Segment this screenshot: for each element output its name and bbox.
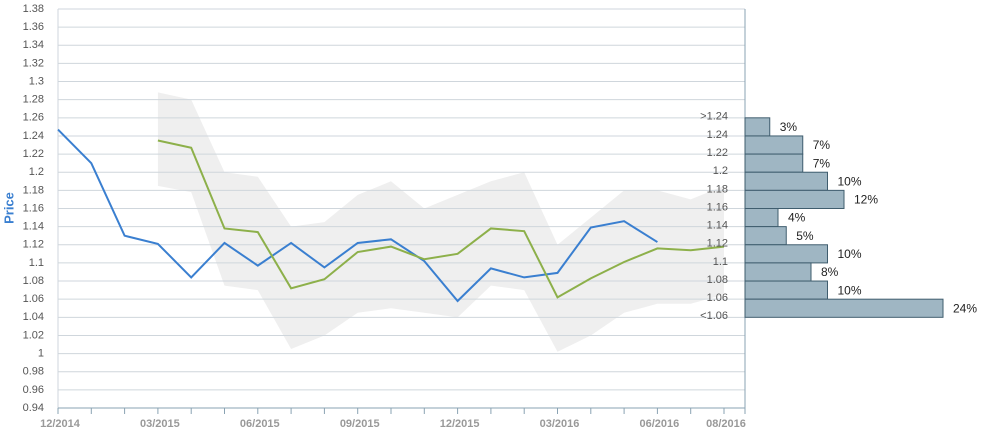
y-tick-label: 0.98: [23, 366, 44, 378]
y-tick-label: 1.22: [23, 148, 44, 160]
y-axis-title: Price: [1, 192, 16, 224]
histogram-value-label: 5%: [796, 229, 814, 243]
x-tick-label: 06/2016: [640, 418, 680, 430]
y-tick-label: 1.28: [23, 94, 44, 106]
histogram-bin-label: 1.18: [707, 183, 728, 195]
histogram-bar: [744, 208, 779, 228]
y-tick-label: 0.94: [23, 402, 44, 414]
histogram-value-label: 7%: [813, 138, 831, 152]
y-tick-label: 1.36: [23, 21, 44, 33]
histogram-value-label: 3%: [780, 120, 798, 134]
histogram-value-label: 10%: [838, 283, 862, 297]
y-tick-label: 1.14: [23, 221, 44, 233]
y-tick-label: 1.32: [23, 57, 44, 69]
x-tick-label: 12/2014: [40, 418, 81, 430]
y-tick-label: 1.12: [23, 239, 44, 251]
y-tick-label: 1.26: [23, 112, 44, 124]
histogram-bar: [744, 226, 787, 246]
histogram-value-label: 7%: [813, 156, 831, 170]
histogram-bin-label: 1.14: [707, 220, 728, 232]
histogram-bar: [744, 153, 804, 173]
histogram-bin-label: 1.22: [707, 147, 728, 159]
y-tick-label: 0.96: [23, 384, 44, 396]
y-tick-label: 1.02: [23, 329, 44, 341]
x-tick-label: 03/2016: [540, 418, 580, 430]
x-tick-label: 09/2015: [340, 418, 380, 430]
histogram-value-label: 8%: [821, 265, 839, 279]
x-tick-label: 06/2015: [240, 418, 280, 430]
y-tick-label: 1: [38, 347, 44, 359]
histogram-bar: [744, 298, 944, 318]
histogram-bin-label: 1.1: [713, 256, 728, 268]
y-tick-label: 1.24: [23, 130, 44, 142]
y-tick-label: 1.04: [23, 311, 44, 323]
histogram-bin-label: 1.16: [707, 201, 728, 213]
y-tick-label: 1.34: [23, 39, 44, 51]
histogram-bar: [744, 244, 828, 264]
x-tick-label: 03/2015: [140, 418, 180, 430]
y-tick-label: 1.1: [29, 257, 44, 269]
y-tick-label: 1.06: [23, 293, 44, 305]
histogram-value-label: 24%: [953, 301, 977, 315]
histogram-bin-label: >1.24: [700, 111, 728, 123]
histogram-bin-label: 1.24: [707, 129, 728, 141]
histogram-bar: [744, 280, 828, 300]
histogram-value-label: 12%: [854, 193, 878, 207]
histogram-bin-label: <1.06: [700, 310, 728, 322]
histogram-bar: [744, 262, 812, 282]
histogram-value-label: 10%: [838, 247, 862, 261]
histogram-bar: [744, 135, 804, 155]
y-tick-label: 1.16: [23, 202, 44, 214]
histogram-bar: [744, 189, 845, 209]
histogram-bin-label: 1.06: [707, 292, 728, 304]
x-tick-label: 08/2016: [706, 418, 746, 430]
x-tick-label: 12/2015: [440, 418, 480, 430]
y-tick-label: 1.3: [29, 75, 44, 87]
histogram-bar: [744, 117, 771, 137]
histogram-bin-label: 1.12: [707, 238, 728, 250]
y-tick-label: 1.08: [23, 275, 44, 287]
histogram-value-label: 10%: [838, 174, 862, 188]
histogram-bar: [744, 171, 828, 191]
y-tick-label: 1.2: [29, 166, 44, 178]
y-tick-label: 1.18: [23, 184, 44, 196]
y-tick-label: 1.38: [23, 3, 44, 15]
price-line: [57, 128, 658, 303]
price-line: [157, 139, 725, 299]
forecast-band: [157, 92, 724, 352]
histogram-value-label: 4%: [788, 211, 806, 225]
histogram-bin-label: 1.2: [713, 165, 728, 177]
histogram-bin-label: 1.08: [707, 274, 728, 286]
